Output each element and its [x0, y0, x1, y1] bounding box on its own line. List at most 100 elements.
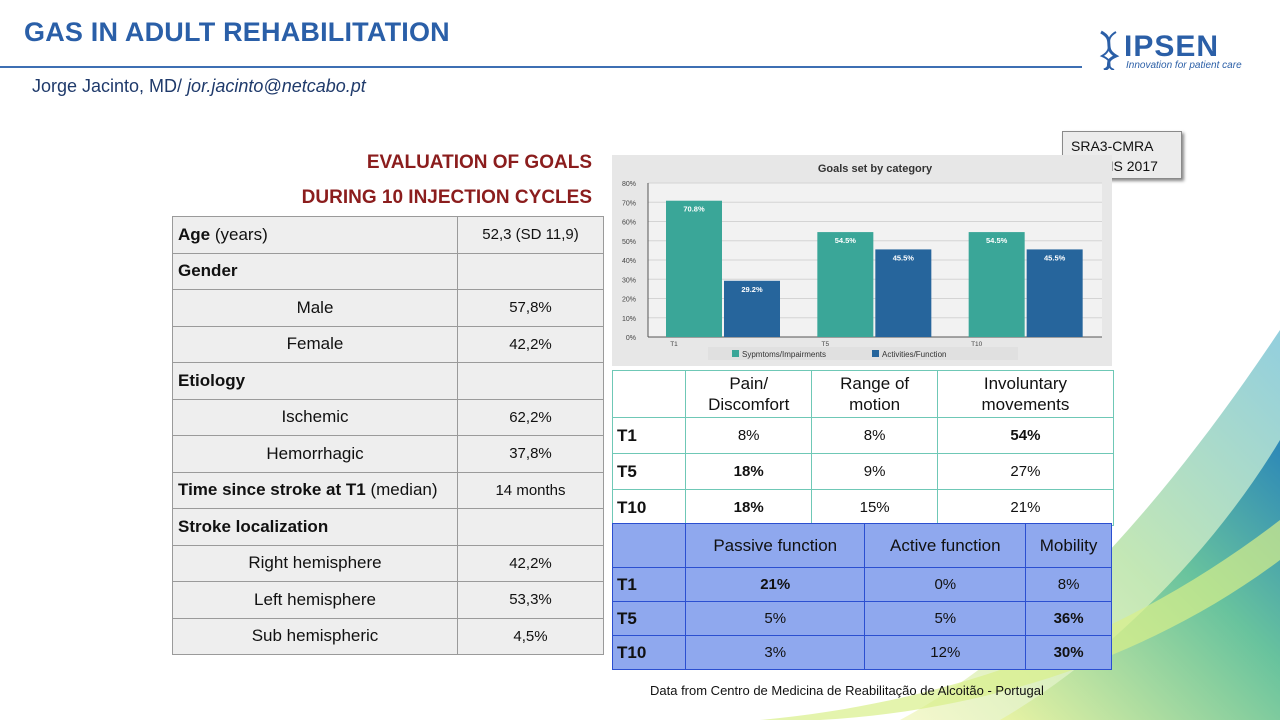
table-cell: 21%	[684, 567, 866, 602]
author-line: Jorge Jacinto, MD/ jor.jacinto@netcabo.p…	[32, 76, 366, 97]
demographic-value: 52,3 (SD 11,9)	[457, 216, 604, 254]
table-header-row: Pain/ Discomfort Range of motion Involunta…	[612, 370, 1115, 418]
demographic-value	[457, 252, 604, 290]
legend-box	[708, 347, 1018, 360]
table-row: T10 3% 12% 30%	[612, 635, 1112, 670]
y-tick-label: 10%	[622, 316, 636, 323]
demographic-label: Etiology	[172, 362, 458, 400]
demographic-label: Gender	[172, 252, 458, 290]
logo-tagline: Innovation for patient care	[1126, 60, 1242, 71]
demographic-value: 42,2%	[457, 325, 604, 363]
column-header: Pain/ Discomfort	[684, 370, 813, 418]
column-header: Passive function	[684, 523, 866, 568]
legend-swatch	[872, 350, 879, 357]
section-title-line-2: DURING 10 INJECTION CYCLES	[301, 187, 592, 208]
label-bold: Time since stroke at T1	[178, 480, 366, 500]
data-source-footnote: Data from Centro de Medicina de Reabilit…	[650, 683, 1044, 698]
label-bold: Stroke localization	[178, 516, 329, 536]
dna-helix-icon	[1099, 30, 1120, 70]
table-cell: 54%	[936, 417, 1115, 454]
demographic-value: 53,3%	[457, 581, 604, 619]
demographic-label: Right hemisphere	[172, 544, 458, 582]
table-row: Ischemic 62,2%	[172, 398, 604, 436]
bar-data-label: 45.5%	[893, 253, 915, 262]
ipsen-logo: IPSEN Innovation for patient care	[1096, 30, 1256, 74]
table-row: Gender	[172, 252, 604, 290]
y-tick-label: 20%	[622, 297, 636, 304]
label-bold: Etiology	[178, 370, 246, 390]
demographic-label: Male	[172, 289, 458, 327]
author-email: jor.jacinto@netcabo.pt	[187, 76, 366, 96]
table-cell: 30%	[1025, 635, 1112, 670]
bar-data-label: 54.5%	[835, 236, 857, 245]
demographic-value	[457, 362, 604, 400]
badge-line-1: SRA3-CMRA	[1071, 138, 1154, 154]
bar	[817, 232, 874, 337]
column-header	[612, 523, 686, 568]
row-label: T10	[612, 635, 686, 670]
chart-svg: Goals set by category 0% 10% 20% 30% 40% 50% 60…	[622, 163, 1102, 360]
demographic-value: 14 months	[457, 471, 604, 509]
column-header	[612, 370, 686, 418]
column-header: Involuntary movements	[936, 370, 1115, 418]
demographic-value: 62,2%	[457, 398, 604, 436]
y-tick-label: 40%	[622, 258, 636, 265]
x-tick-label: T1	[670, 341, 678, 348]
bar	[875, 249, 932, 337]
bar	[968, 232, 1025, 337]
y-tick-label: 30%	[622, 277, 636, 284]
x-tick-label: T5	[822, 341, 830, 348]
bar	[724, 280, 780, 337]
table-row: T1 8% 8% 54%	[612, 417, 1115, 454]
y-tick-label: 80%	[622, 181, 636, 188]
title-divider	[0, 66, 1082, 68]
table-cell: 8%	[1025, 567, 1112, 602]
label-rest: (years)	[210, 224, 268, 244]
table-cell: 5%	[864, 601, 1027, 636]
row-label: T1	[612, 567, 686, 602]
table-row: Sub hemispheric 4,5%	[172, 617, 604, 655]
bar-data-label: 29.2%	[741, 285, 763, 294]
column-header: Mobility	[1025, 523, 1112, 568]
bar-data-label: 45.5%	[1044, 253, 1066, 262]
demographic-label: Time since stroke at T1 (median)	[172, 471, 458, 509]
demographics-table: Age (years) 52,3 (SD 11,9) Gender Male 57,8%…	[172, 216, 604, 655]
label-rest: (median)	[365, 480, 438, 500]
y-tick-label: 50%	[622, 239, 636, 246]
bar	[1026, 249, 1083, 337]
row-label: T5	[612, 453, 686, 490]
legend-swatch	[732, 350, 739, 357]
demographic-label: Hemorrhagic	[172, 435, 458, 473]
demographic-label: Age (years)	[172, 216, 458, 254]
table-row: Etiology	[172, 362, 604, 400]
goals-bar-chart: Goals set by category 0% 10% 20% 30% 40% 50% 60…	[612, 155, 1112, 366]
table-row: Time since stroke at T1 (median) 14 month…	[172, 471, 604, 509]
label-bold: Gender	[178, 261, 238, 281]
bar-data-label: 54.5%	[986, 236, 1008, 245]
chart-title: Goals set by category	[818, 163, 933, 175]
label-bold: Age	[178, 224, 211, 244]
table-row: Right hemisphere 42,2%	[172, 544, 604, 582]
table-row: T5 18% 9% 27%	[612, 453, 1115, 490]
demographic-value: 42,2%	[457, 544, 604, 582]
table-row: T10 18% 15% 21%	[612, 489, 1115, 526]
table-row: Age (years) 52,3 (SD 11,9)	[172, 216, 604, 254]
table-cell: 8%	[811, 417, 938, 454]
column-header: Active function	[864, 523, 1027, 568]
section-title-line-1: EVALUATION OF GOALS	[366, 152, 592, 173]
legend-label: Activities/Function	[882, 350, 946, 359]
column-header: Range of motion	[811, 370, 938, 418]
table-cell: 12%	[864, 635, 1027, 670]
table-cell: 0%	[864, 567, 1027, 602]
table-row: Left hemisphere 53,3%	[172, 581, 604, 619]
author-name: Jorge Jacinto, MD/	[32, 76, 188, 96]
demographic-value: 57,8%	[457, 289, 604, 327]
demographic-value	[457, 508, 604, 546]
table-cell: 8%	[684, 417, 813, 454]
bar-data-label: 70.8%	[683, 205, 705, 214]
legend-label: Sypmtoms/Impairments	[742, 350, 826, 359]
table-cell: 5%	[684, 601, 866, 636]
bar	[666, 200, 722, 337]
table-cell: 21%	[936, 489, 1115, 526]
symptoms-goals-table: Pain/ Discomfort Range of motion Involunta…	[612, 370, 1115, 526]
